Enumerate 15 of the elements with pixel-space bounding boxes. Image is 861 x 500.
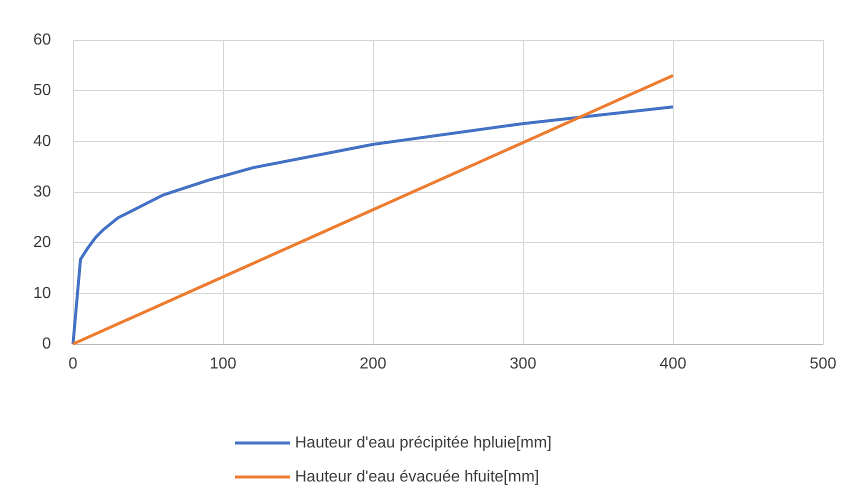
x-tick-label: 200 xyxy=(360,356,386,372)
y-tick-label: 30 xyxy=(33,184,52,200)
legend-label: Hauteur d'eau précipitée hpluie[mm] xyxy=(295,434,552,452)
x-tick-label: 500 xyxy=(810,356,836,372)
y-tick-label: 10 xyxy=(33,284,52,302)
x-tick-label: 0 xyxy=(68,356,78,372)
x-tick-label: 300 xyxy=(510,356,536,372)
y-tick-label: 50 xyxy=(33,82,52,100)
y-tick-label: 0 xyxy=(42,336,52,352)
y-tick-label: 20 xyxy=(33,234,52,252)
x-tick-label: 400 xyxy=(660,356,686,372)
y-tick-label: 60 xyxy=(33,32,52,48)
x-tick-label: 100 xyxy=(210,356,236,372)
y-tick-label: 40 xyxy=(33,132,52,150)
legend-label: Hauteur d'eau évacuée hfuite[mm] xyxy=(295,468,540,486)
